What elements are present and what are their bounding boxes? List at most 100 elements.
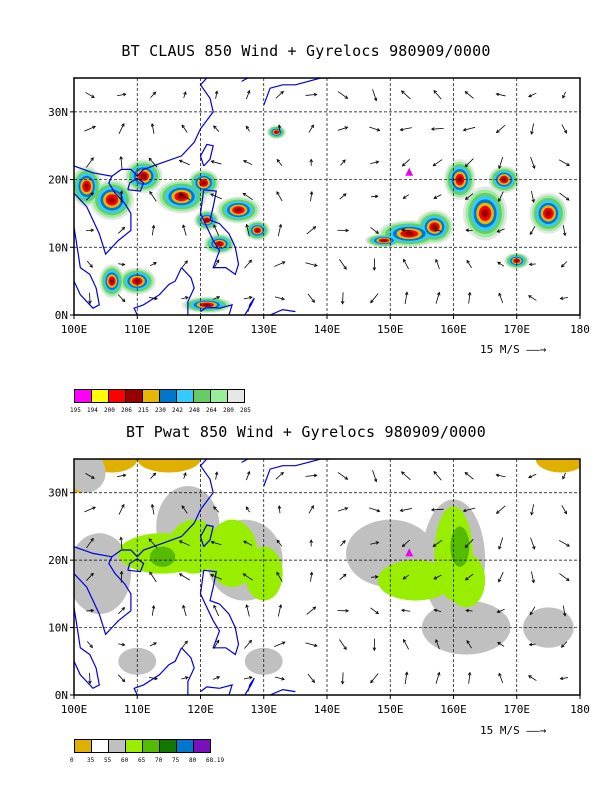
wind-vector-arrowhead bbox=[309, 571, 314, 576]
wind-vector-arrowhead bbox=[433, 470, 437, 475]
wind-vector-arrowhead bbox=[344, 476, 349, 480]
wind-vector-arrowhead bbox=[559, 296, 564, 301]
wind-vector-arrow bbox=[340, 540, 346, 547]
wind-vector-arrow bbox=[181, 296, 189, 300]
wind-vector-arrowhead bbox=[154, 296, 158, 301]
wind-vector-arrow bbox=[118, 607, 125, 615]
wind-vector-arrowhead bbox=[276, 539, 281, 544]
wind-vector-arrow bbox=[213, 605, 220, 617]
wind-vector-arrowhead bbox=[498, 165, 502, 170]
wind-vector-arrowhead bbox=[121, 607, 126, 611]
wind-vector-arrowhead bbox=[278, 223, 283, 228]
wind-vector-arrowhead bbox=[560, 263, 565, 268]
wind-vector-arrowhead bbox=[528, 642, 533, 647]
wind-vector-arrowhead bbox=[402, 195, 407, 199]
wind-vector-arrowhead bbox=[562, 232, 567, 237]
wind-vector-arrowhead bbox=[149, 571, 153, 576]
wind-vector-arrow bbox=[151, 504, 155, 515]
wind-vector-arrow bbox=[434, 609, 442, 613]
wind-vector-arrow bbox=[86, 157, 94, 168]
wind-vector-arrowhead bbox=[246, 89, 251, 94]
wind-vector-arrowhead bbox=[181, 505, 185, 509]
reference-arrow-icon: ——→ bbox=[526, 724, 547, 737]
wind-vector-arrow bbox=[276, 159, 283, 167]
wind-vector-arrow bbox=[246, 604, 250, 617]
wind-vector-arrowhead bbox=[498, 292, 502, 297]
wind-vector-arrow bbox=[337, 472, 348, 480]
wind-vector-arrowhead bbox=[343, 266, 347, 270]
wind-vector-arrowhead bbox=[152, 91, 157, 96]
wind-vector-arrowhead bbox=[182, 604, 186, 609]
wind-vector-arrow bbox=[117, 674, 126, 682]
wind-vector-arrowhead bbox=[563, 130, 567, 134]
wind-vector-arrowhead bbox=[436, 291, 441, 296]
pwat-contour-shape bbox=[523, 607, 574, 648]
wind-vector-arrow bbox=[306, 606, 316, 615]
wind-vector-arrow bbox=[558, 159, 570, 166]
wind-vector-arrow bbox=[181, 260, 188, 268]
wind-vector-arrow bbox=[213, 296, 220, 300]
wind-vector-arrow bbox=[498, 191, 504, 202]
panel1-vector-reference-label: 15 M/S bbox=[480, 343, 520, 356]
wind-vector-arrowhead bbox=[182, 224, 186, 229]
wind-vector-arrowhead bbox=[498, 578, 502, 583]
wind-vector-arrowhead bbox=[497, 261, 501, 266]
wind-vector-arrow bbox=[86, 192, 94, 201]
wind-vector-arrow bbox=[243, 676, 253, 680]
wind-vector-arrowhead bbox=[528, 474, 532, 479]
wind-vector-arrowhead bbox=[528, 675, 532, 679]
wind-vector-arrow bbox=[213, 640, 220, 649]
wind-vector-arrow bbox=[182, 224, 187, 236]
wind-vector-arrow bbox=[85, 92, 95, 98]
wind-vector-arrow bbox=[496, 474, 506, 478]
wind-vector-arrowhead bbox=[277, 505, 282, 509]
wind-vector-arrow bbox=[433, 194, 442, 199]
wind-vector-arrow bbox=[274, 676, 285, 680]
wind-vector-arrow bbox=[310, 191, 313, 202]
wind-vector-arrowhead bbox=[280, 471, 284, 476]
wind-vector-arrow bbox=[183, 91, 187, 98]
wind-vector-arrowhead bbox=[430, 127, 435, 131]
lat-tick-label: 20N bbox=[48, 554, 68, 567]
coastline-line bbox=[244, 677, 255, 695]
wind-vector-arrowhead bbox=[245, 604, 249, 608]
wind-vector-arrow bbox=[433, 90, 442, 100]
wind-vector-arrow bbox=[404, 672, 408, 685]
lon-tick-label: 100E bbox=[61, 323, 88, 336]
wind-vector-arrow bbox=[120, 537, 123, 550]
wind-vector-arrowhead bbox=[373, 478, 378, 483]
wind-vector-arrowhead bbox=[433, 89, 437, 94]
wind-vector-arrowhead bbox=[374, 575, 379, 579]
wind-vector-arrowhead bbox=[344, 95, 349, 99]
wind-vector-arrowhead bbox=[210, 160, 215, 164]
wind-vector-arrow bbox=[371, 576, 378, 578]
wind-vector-arrowhead bbox=[150, 503, 155, 508]
wind-vector-arrow bbox=[307, 673, 315, 683]
wind-vector-arrowhead bbox=[149, 190, 153, 195]
wind-vector-arrow bbox=[210, 193, 222, 200]
wind-vector-arrowhead bbox=[121, 298, 126, 303]
wind-vector-arrow bbox=[213, 506, 220, 513]
wind-vector-arrow bbox=[149, 642, 157, 647]
wind-vector-arrow bbox=[498, 156, 504, 169]
cloud-contour-shape bbox=[204, 218, 209, 222]
wind-vector-arrowhead bbox=[433, 576, 438, 580]
wind-vector-arrowhead bbox=[435, 638, 439, 643]
wind-vector-arrowhead bbox=[242, 192, 247, 197]
colorbar-label: 230 bbox=[155, 407, 166, 414]
colorbar-swatch bbox=[74, 739, 92, 753]
wind-vector-arrow bbox=[117, 474, 126, 478]
wind-vector-arrow bbox=[339, 259, 347, 270]
wind-vector-arrowhead bbox=[210, 573, 214, 578]
wind-vector-arrowhead bbox=[122, 92, 127, 97]
wind-vector-arrowhead bbox=[495, 510, 500, 514]
wind-vector-arrowhead bbox=[121, 642, 126, 647]
wind-vector-arrow bbox=[149, 191, 157, 202]
lon-tick-label: 150E bbox=[377, 323, 404, 336]
wind-vector-arrowhead bbox=[184, 296, 189, 300]
wind-vector-arrow bbox=[463, 126, 476, 131]
wind-vector-arrowhead bbox=[90, 572, 94, 577]
colorbar-label: 75 bbox=[172, 757, 180, 764]
wind-vector-arrowhead bbox=[246, 470, 251, 475]
